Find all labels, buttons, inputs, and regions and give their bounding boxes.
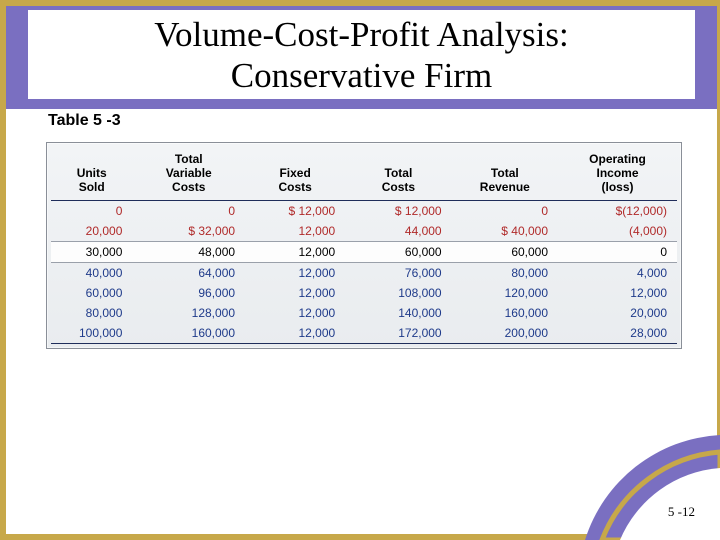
table-label: Table 5 -3 [48, 112, 121, 130]
table-cell: 120,000 [452, 283, 558, 303]
table-cell: 160,000 [132, 323, 245, 344]
table-cell: $ 12,000 [245, 201, 345, 222]
table-cell: 0 [51, 201, 132, 222]
table-cell: $(12,000) [558, 201, 677, 222]
col-header: TotalVariableCosts [132, 151, 245, 201]
table-row: 20,000$ 32,00012,00044,000$ 40,000(4,000… [51, 221, 677, 242]
table-cell: 60,000 [345, 242, 451, 263]
table-cell: 140,000 [345, 303, 451, 323]
table-cell: 60,000 [51, 283, 132, 303]
table-row: 40,00064,00012,00076,00080,0004,000 [51, 263, 677, 284]
page-number: 5 -12 [668, 504, 695, 520]
table-cell: 64,000 [132, 263, 245, 284]
table-row: 00$ 12,000$ 12,0000$(12,000) [51, 201, 677, 222]
table-row: 60,00096,00012,000108,000120,00012,000 [51, 283, 677, 303]
table-cell: (4,000) [558, 221, 677, 242]
table-row: 30,00048,00012,00060,00060,0000 [51, 242, 677, 263]
table-cell: $ 32,000 [132, 221, 245, 242]
table-cell: 80,000 [452, 263, 558, 284]
col-header: FixedCosts [245, 151, 345, 201]
table-cell: 96,000 [132, 283, 245, 303]
title-line1: Volume-Cost-Profit Analysis: [154, 15, 569, 54]
slide: Volume-Cost-Profit Analysis: Conservativ… [0, 0, 720, 540]
table-header: UnitsSoldTotalVariableCostsFixedCostsTot… [51, 151, 677, 201]
title-line2: Conservative Firm [231, 56, 493, 95]
table-body: 00$ 12,000$ 12,0000$(12,000)20,000$ 32,0… [51, 201, 677, 344]
table-cell: 20,000 [558, 303, 677, 323]
table-cell: 12,000 [245, 323, 345, 344]
col-header: TotalCosts [345, 151, 451, 201]
table-row: 100,000160,00012,000172,000200,00028,000 [51, 323, 677, 344]
table-cell: 60,000 [452, 242, 558, 263]
table-container: UnitsSoldTotalVariableCostsFixedCostsTot… [46, 142, 682, 349]
table-cell: 12,000 [245, 303, 345, 323]
table-cell: 4,000 [558, 263, 677, 284]
title-band: Volume-Cost-Profit Analysis: Conservativ… [6, 6, 717, 109]
table-cell: 30,000 [51, 242, 132, 263]
corner-decoration [520, 420, 720, 540]
table-cell: 0 [132, 201, 245, 222]
table-cell: 160,000 [452, 303, 558, 323]
col-header: UnitsSold [51, 151, 132, 201]
table-cell: 48,000 [132, 242, 245, 263]
table-cell: 28,000 [558, 323, 677, 344]
table-cell: 20,000 [51, 221, 132, 242]
slide-title: Volume-Cost-Profit Analysis: Conservativ… [28, 10, 695, 99]
table-cell: 12,000 [245, 221, 345, 242]
table-cell: 80,000 [51, 303, 132, 323]
table-row: 80,000128,00012,000140,000160,00020,000 [51, 303, 677, 323]
table-cell: 128,000 [132, 303, 245, 323]
table-cell: 12,000 [558, 283, 677, 303]
col-header: TotalRevenue [452, 151, 558, 201]
table-cell: 12,000 [245, 242, 345, 263]
table-cell: 12,000 [245, 263, 345, 284]
table-cell: 76,000 [345, 263, 451, 284]
table-cell: 108,000 [345, 283, 451, 303]
table-cell: 44,000 [345, 221, 451, 242]
vcp-table: UnitsSoldTotalVariableCostsFixedCostsTot… [51, 151, 677, 344]
table-cell: 200,000 [452, 323, 558, 344]
table-cell: $ 40,000 [452, 221, 558, 242]
table-cell: 172,000 [345, 323, 451, 344]
table-cell: $ 12,000 [345, 201, 451, 222]
table-cell: 40,000 [51, 263, 132, 284]
col-header: OperatingIncome(loss) [558, 151, 677, 201]
table-cell: 0 [558, 242, 677, 263]
table-cell: 0 [452, 201, 558, 222]
table-cell: 100,000 [51, 323, 132, 344]
table-cell: 12,000 [245, 283, 345, 303]
